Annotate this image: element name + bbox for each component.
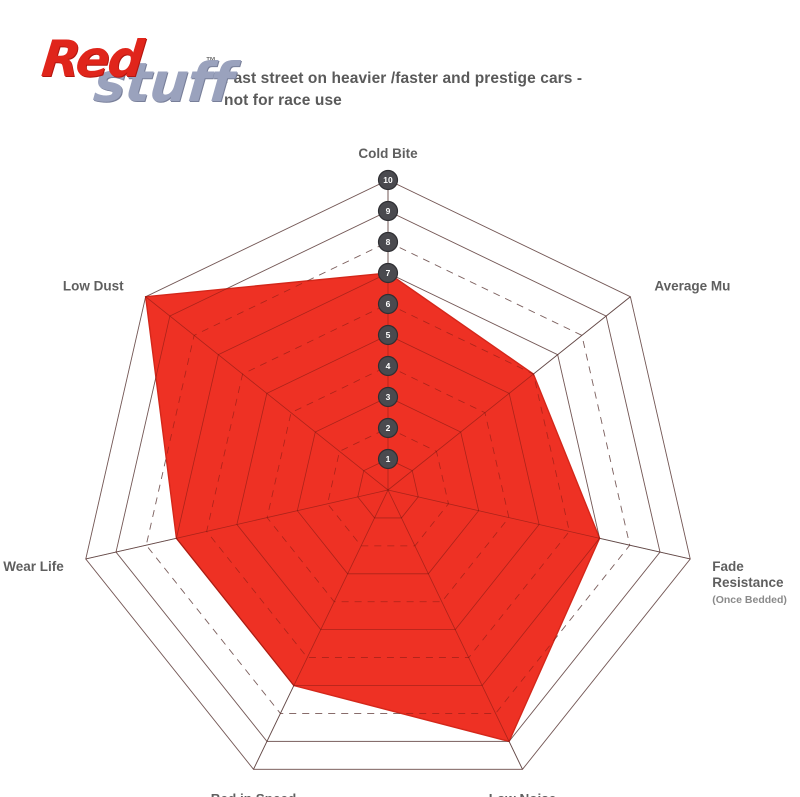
ring-marker-4: 4 — [377, 355, 399, 377]
ring-marker-circle-9 — [377, 200, 399, 222]
axis-label-2-line-1: Resistance — [712, 575, 784, 590]
ring-marker-label-3: 3 — [386, 392, 391, 402]
axis-label-3: Low Noise — [489, 791, 557, 797]
radar-ring-overlay-4 — [266, 365, 510, 603]
title-line-1: Fast street on heavier /faster and prest… — [224, 70, 583, 87]
radar-ring-overlay-7 — [176, 272, 600, 686]
radar-series-0 — [144, 272, 601, 743]
ring-marker-circle-3 — [377, 386, 399, 408]
ring-marker-circle-5 — [377, 324, 399, 346]
ring-marker-8: 8 — [377, 231, 399, 253]
radar-ring-overlay-10 — [85, 179, 691, 770]
radar-ring-overlay-8 — [145, 241, 631, 714]
ring-marker-circle-10 — [377, 169, 399, 191]
ring-marker-circle-2 — [377, 417, 399, 439]
axis-label-2-line-0: Fade — [712, 559, 744, 574]
radar-spoke-overlay-5 — [85, 489, 389, 560]
axis-sublabel-2: (Once Bedded) — [712, 594, 787, 606]
axis-label-6: Low Dust — [63, 279, 124, 294]
logo-word-red: Red — [38, 30, 145, 88]
ring-marker-3: 3 — [377, 386, 399, 408]
ring-marker-6: 6 — [377, 293, 399, 315]
radar-spoke-overlay-1 — [387, 296, 631, 491]
ring-marker-label-1: 1 — [386, 454, 391, 464]
ring-marker-circle-6 — [377, 293, 399, 315]
ring-marker-1: 1 — [377, 448, 399, 470]
page-title: Fast street on heavier /faster and prest… — [224, 68, 684, 112]
axis-label-1: Average Mu — [654, 279, 730, 294]
ring-marker-label-4: 4 — [386, 361, 391, 371]
radar-ring-overlay-6 — [206, 303, 570, 658]
radar-ring-overlay-5 — [236, 334, 540, 631]
ring-marker-9: 9 — [377, 200, 399, 222]
ring-marker-label-10: 10 — [383, 175, 393, 185]
ring-marker-label-9: 9 — [386, 206, 391, 216]
ring-marker-label-8: 8 — [386, 237, 391, 247]
radar-top-spoke-layer — [85, 179, 691, 770]
radar-ring-overlay-1 — [357, 458, 419, 519]
radar-ring-markers: 1 2 3 4 5 6 7 8 9 10 — [377, 169, 399, 470]
ring-marker-label-5: 5 — [386, 330, 391, 340]
ring-marker-7: 7 — [377, 262, 399, 284]
ring-marker-5: 5 — [377, 324, 399, 346]
ring-marker-label-6: 6 — [386, 299, 391, 309]
ring-marker-label-7: 7 — [386, 268, 391, 278]
brand-logo: stuff Red ™ — [38, 30, 235, 134]
radar-ring-overlay-3 — [296, 396, 480, 575]
radar-spoke-overlay-4 — [253, 489, 389, 770]
axis-label-4: Bed in Speed — [211, 791, 297, 797]
radar-ring-overlay-2 — [327, 427, 449, 547]
radar-ring-10 — [85, 179, 691, 770]
radar-spoke-overlay-6 — [145, 296, 389, 491]
ring-marker-10: 10 — [377, 169, 399, 191]
axis-label-0: Cold Bite — [358, 146, 418, 161]
ring-marker-circle-4 — [377, 355, 399, 377]
radar-ring-8 — [145, 241, 631, 714]
title-line-2: not for race use — [224, 92, 342, 109]
axis-label-5: Wear Life — [3, 559, 64, 574]
ring-marker-circle-8 — [377, 231, 399, 253]
radar-spoke-overlay-3 — [387, 489, 523, 770]
ring-marker-2: 2 — [377, 417, 399, 439]
radar-ring-overlay-9 — [115, 210, 661, 742]
radar-series-layer — [144, 272, 601, 743]
ring-marker-label-2: 2 — [386, 423, 391, 433]
trademark-symbol: ™ — [206, 56, 216, 67]
radar-spoke-overlay-2 — [387, 489, 691, 560]
ring-marker-circle-1 — [377, 448, 399, 470]
ring-marker-circle-7 — [377, 262, 399, 284]
